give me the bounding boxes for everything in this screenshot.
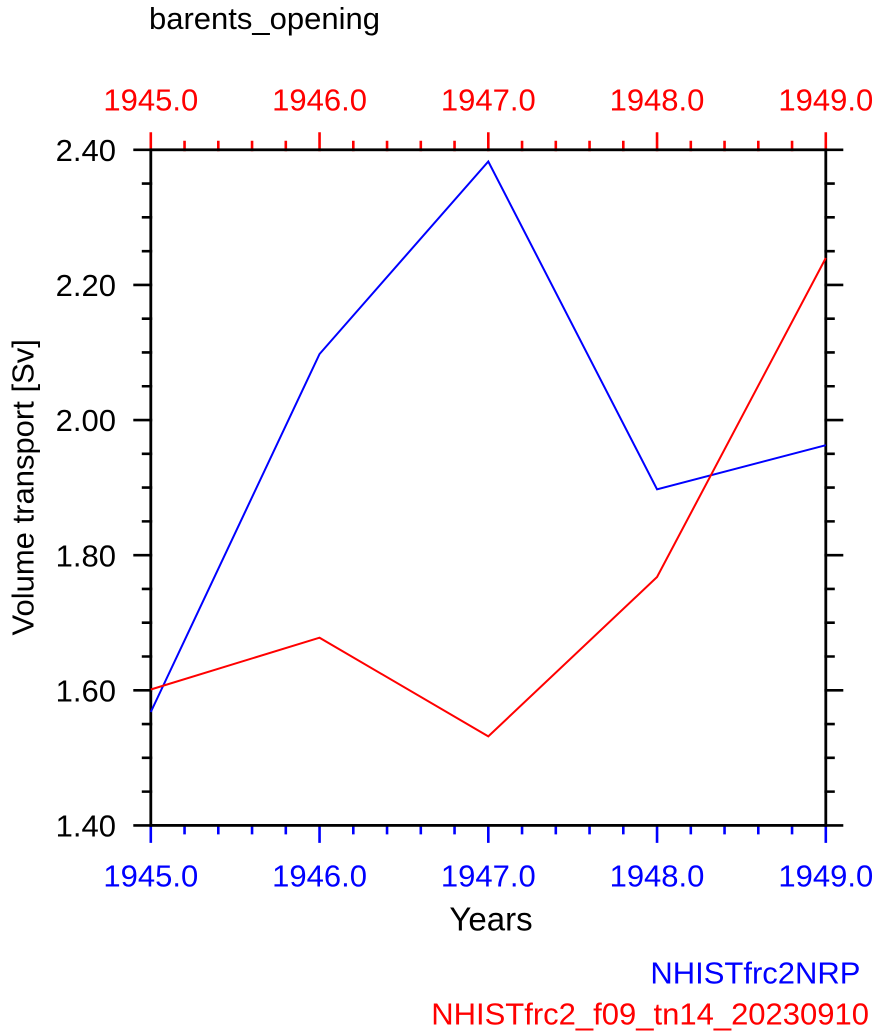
svg-text:NHISTfrc2_f09_tn14_20230910: NHISTfrc2_f09_tn14_20230910: [431, 996, 869, 1031]
svg-text:Years: Years: [449, 901, 532, 938]
svg-text:1.40: 1.40: [56, 809, 116, 844]
svg-text:1945.0: 1945.0: [103, 859, 198, 894]
svg-text:NHISTfrc2NRP: NHISTfrc2NRP: [650, 956, 860, 991]
svg-text:barents_opening: barents_opening: [149, 1, 380, 36]
svg-text:2.00: 2.00: [56, 403, 116, 438]
svg-text:2.20: 2.20: [56, 268, 116, 303]
svg-text:1948.0: 1948.0: [610, 859, 705, 894]
svg-text:2.40: 2.40: [56, 133, 116, 168]
svg-text:1949.0: 1949.0: [778, 82, 873, 117]
svg-text:1949.0: 1949.0: [778, 859, 873, 894]
svg-text:1947.0: 1947.0: [441, 859, 536, 894]
svg-text:1.80: 1.80: [56, 538, 116, 573]
svg-text:1947.0: 1947.0: [441, 82, 536, 117]
svg-text:1946.0: 1946.0: [272, 859, 367, 894]
svg-text:1948.0: 1948.0: [610, 82, 705, 117]
svg-text:Volume transport [Sv]: Volume transport [Sv]: [6, 339, 41, 635]
svg-text:1946.0: 1946.0: [272, 82, 367, 117]
svg-text:1.60: 1.60: [56, 674, 116, 709]
svg-text:1945.0: 1945.0: [103, 82, 198, 117]
